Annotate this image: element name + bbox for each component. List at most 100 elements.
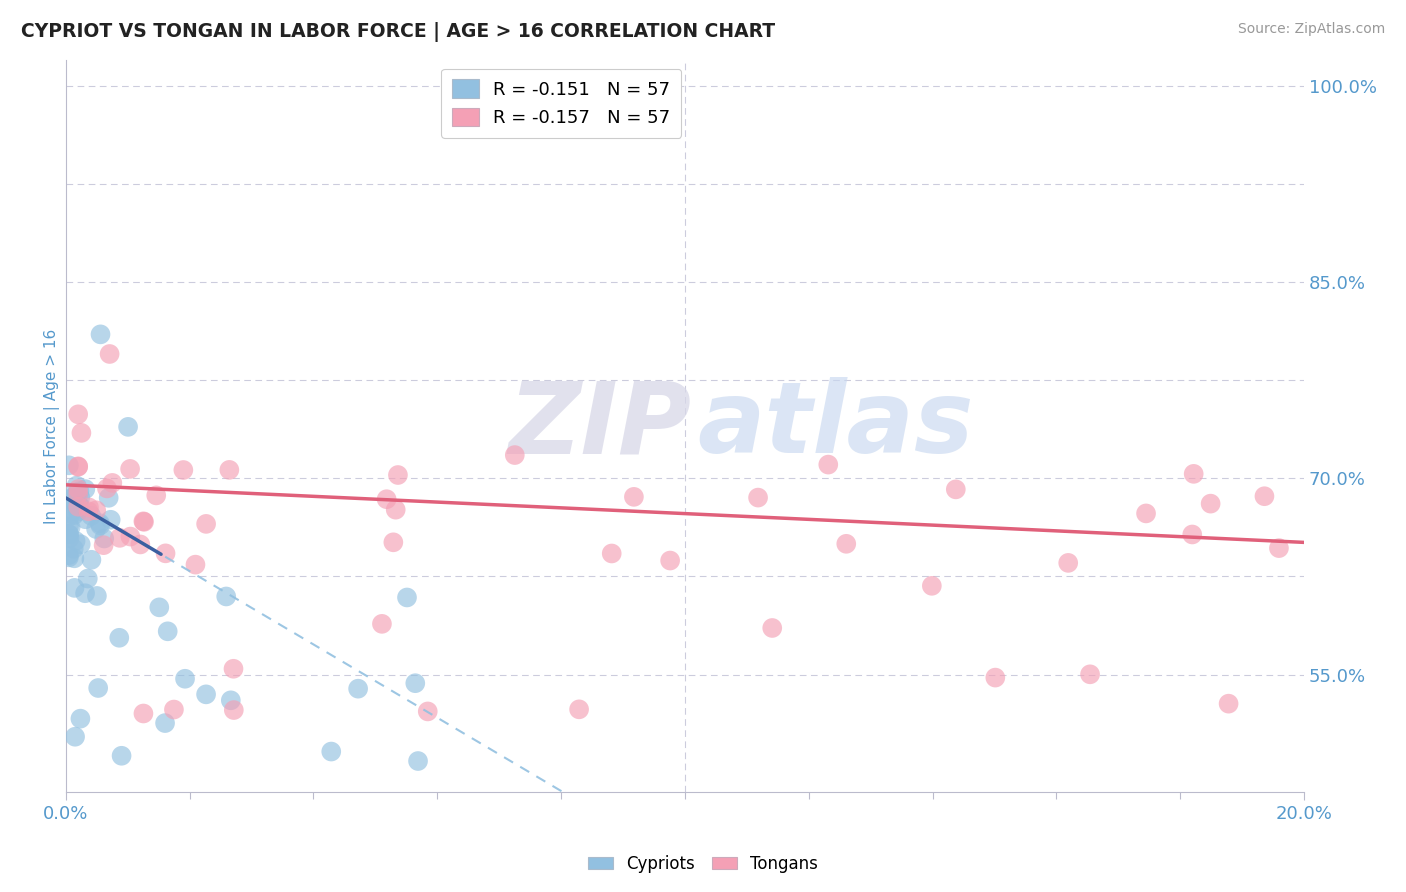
- Legend: R = -0.151   N = 57, R = -0.157   N = 57: R = -0.151 N = 57, R = -0.157 N = 57: [441, 69, 682, 138]
- Point: [62, 503, 84, 517]
- Point: [65, 478, 87, 492]
- Point: [129, 537, 152, 551]
- Point: [132, 514, 155, 528]
- Point: [120, 530, 142, 544]
- Point: [321, 745, 343, 759]
- Point: [817, 458, 839, 472]
- Point: [623, 490, 645, 504]
- Point: [218, 463, 240, 477]
- Point: [67, 459, 90, 474]
- Point: [66, 505, 89, 519]
- Point: [172, 463, 194, 477]
- Point: [155, 546, 177, 560]
- Point: [1181, 527, 1204, 541]
- Point: [67, 500, 90, 514]
- Point: [69, 499, 91, 513]
- Point: [108, 631, 131, 645]
- Point: [77, 504, 100, 518]
- Point: [1057, 556, 1080, 570]
- Point: [1135, 507, 1157, 521]
- Point: [761, 621, 783, 635]
- Point: [58, 527, 80, 541]
- Point: [921, 579, 943, 593]
- Point: [195, 516, 218, 531]
- Point: [77, 500, 100, 515]
- Y-axis label: In Labor Force | Age > 16: In Labor Force | Age > 16: [44, 328, 60, 524]
- Point: [184, 558, 207, 572]
- Point: [93, 532, 115, 546]
- Point: [98, 347, 121, 361]
- Point: [87, 681, 110, 695]
- Point: [406, 754, 429, 768]
- Point: [153, 716, 176, 731]
- Point: [63, 508, 86, 523]
- Point: [75, 482, 97, 496]
- Point: [659, 553, 682, 567]
- Text: atlas: atlas: [697, 377, 974, 475]
- Point: [600, 546, 623, 560]
- Point: [404, 676, 426, 690]
- Point: [945, 483, 967, 497]
- Legend: Cypriots, Tongans: Cypriots, Tongans: [581, 848, 825, 880]
- Point: [67, 482, 90, 496]
- Point: [222, 703, 245, 717]
- Point: [215, 590, 238, 604]
- Point: [58, 548, 80, 562]
- Point: [395, 591, 418, 605]
- Point: [58, 527, 80, 541]
- Point: [1253, 489, 1275, 503]
- Point: [67, 407, 90, 421]
- Point: [84, 503, 107, 517]
- Point: [66, 486, 89, 500]
- Point: [347, 681, 370, 696]
- Point: [89, 518, 111, 533]
- Point: [148, 600, 170, 615]
- Point: [75, 512, 97, 526]
- Point: [58, 458, 80, 473]
- Point: [63, 551, 86, 566]
- Point: [63, 730, 86, 744]
- Point: [67, 487, 90, 501]
- Point: [59, 491, 82, 506]
- Point: [195, 687, 218, 701]
- Point: [174, 672, 197, 686]
- Point: [984, 671, 1007, 685]
- Point: [67, 459, 90, 474]
- Point: [108, 531, 131, 545]
- Point: [84, 522, 107, 536]
- Point: [76, 572, 98, 586]
- Point: [416, 705, 439, 719]
- Point: [89, 516, 111, 531]
- Point: [1078, 667, 1101, 681]
- Text: Source: ZipAtlas.com: Source: ZipAtlas.com: [1237, 22, 1385, 37]
- Point: [59, 520, 82, 534]
- Point: [58, 532, 80, 546]
- Point: [97, 491, 120, 505]
- Point: [747, 491, 769, 505]
- Point: [89, 327, 111, 342]
- Point: [835, 537, 858, 551]
- Point: [1218, 697, 1240, 711]
- Point: [132, 706, 155, 721]
- Point: [1199, 497, 1222, 511]
- Point: [222, 662, 245, 676]
- Point: [67, 498, 90, 512]
- Text: CYPRIOT VS TONGAN IN LABOR FORCE | AGE > 16 CORRELATION CHART: CYPRIOT VS TONGAN IN LABOR FORCE | AGE >…: [21, 22, 775, 42]
- Point: [101, 475, 124, 490]
- Point: [80, 553, 103, 567]
- Point: [58, 492, 80, 507]
- Point: [65, 533, 87, 548]
- Point: [58, 550, 80, 565]
- Point: [96, 482, 118, 496]
- Point: [69, 537, 91, 551]
- Point: [117, 420, 139, 434]
- Point: [70, 425, 93, 440]
- Point: [67, 484, 90, 499]
- Point: [163, 702, 186, 716]
- Point: [110, 748, 132, 763]
- Point: [100, 513, 122, 527]
- Point: [371, 616, 394, 631]
- Point: [69, 491, 91, 505]
- Point: [375, 492, 398, 507]
- Text: ZIP: ZIP: [508, 377, 692, 475]
